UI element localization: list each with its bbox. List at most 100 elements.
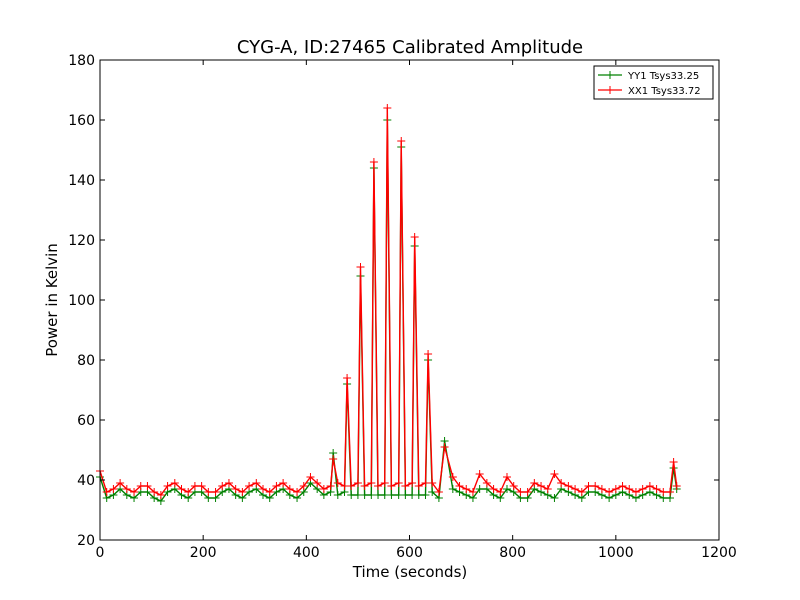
data-point (468, 488, 477, 496)
y-tick-label: 140 (68, 173, 95, 189)
legend: YY1 Tsys33.25 XX1 Tsys33.72 (593, 65, 714, 100)
data-point (360, 491, 369, 499)
data-point (638, 485, 647, 493)
y-axis-label: Power in Kelvin (43, 243, 61, 357)
data-point (543, 485, 552, 493)
y-tick-label: 120 (68, 233, 95, 249)
x-tick-label: 1200 (701, 545, 737, 561)
data-point (374, 491, 383, 499)
data-point (360, 482, 369, 490)
data-point (618, 482, 627, 490)
data-point (408, 491, 417, 499)
data-point (383, 104, 392, 112)
data-point (163, 482, 172, 490)
data-point (285, 485, 294, 493)
data-point (265, 488, 274, 496)
data-point (150, 488, 159, 496)
data-point (369, 158, 378, 166)
legend-marker (606, 86, 614, 94)
data-point (190, 482, 199, 490)
data-point (397, 137, 406, 145)
data-point (184, 488, 193, 496)
data-point (353, 479, 362, 487)
data-point (252, 479, 261, 487)
data-point (408, 479, 417, 487)
x-tick-label: 600 (396, 545, 423, 561)
data-point (122, 485, 131, 493)
data-point (414, 482, 423, 490)
data-point (116, 479, 125, 487)
data-point (306, 473, 315, 481)
data-point (102, 488, 111, 496)
legend-marker (606, 71, 614, 79)
y-tick-label: 40 (77, 473, 95, 489)
data-point (482, 479, 491, 487)
data-point (631, 488, 640, 496)
data-point (130, 488, 139, 496)
data-point (448, 485, 457, 493)
data-point (672, 482, 681, 490)
data-point (347, 482, 356, 490)
data-point (367, 479, 376, 487)
plot-area: 0 200 400 600 800 1000 1200 20 40 60 80 100 120 140 1… (68, 53, 737, 561)
data-point (597, 485, 606, 493)
y-tick-label: 180 (68, 53, 95, 69)
data-point (356, 263, 365, 271)
data-point (577, 488, 586, 496)
data-point (394, 491, 403, 499)
data-point (333, 491, 342, 499)
data-point (665, 488, 674, 496)
data-point (509, 482, 518, 490)
data-point (652, 485, 661, 493)
chart-title: CYG-A, ID:27465 Calibrated Amplitude (237, 37, 583, 58)
data-point (410, 233, 419, 241)
data-point (343, 374, 352, 382)
legend-label: YY1 Tsys33.25 (627, 71, 699, 82)
data-point (564, 482, 573, 490)
y-tick-label: 60 (77, 413, 95, 429)
data-point (387, 491, 396, 499)
x-axis: 0 200 400 600 800 1000 1200 (96, 60, 737, 561)
data-point (550, 470, 559, 478)
data-point (272, 482, 281, 490)
data-point (353, 491, 362, 499)
data-point (557, 479, 566, 487)
data-point (475, 485, 484, 493)
data-point (367, 491, 376, 499)
data-point (424, 350, 433, 358)
data-point (197, 482, 206, 490)
data-point (374, 482, 383, 490)
data-point (218, 482, 227, 490)
data-point (645, 482, 654, 490)
data-point (319, 485, 328, 493)
data-point (516, 488, 525, 496)
data-point (340, 482, 349, 490)
data-point (625, 485, 634, 493)
data-point (502, 473, 511, 481)
data-point (380, 479, 389, 487)
data-point (584, 482, 593, 490)
data-point (279, 479, 288, 487)
data-point (259, 485, 268, 493)
data-point (211, 488, 220, 496)
data-point (394, 479, 403, 487)
data-point (293, 488, 302, 496)
data-point (530, 479, 539, 487)
data-point (428, 479, 437, 487)
x-tick-label: 1000 (598, 545, 634, 561)
y-tick-label: 100 (68, 293, 95, 309)
x-tick-label: 400 (293, 545, 320, 561)
data-point (489, 485, 498, 493)
data-point (109, 485, 118, 493)
y-axis: 20 40 60 80 100 120 140 160 180 (68, 53, 719, 549)
data-point (380, 491, 389, 499)
data-point (204, 488, 213, 496)
series-0 (96, 116, 681, 505)
data-point (462, 485, 471, 493)
series-layer (96, 104, 681, 505)
data-point (611, 485, 620, 493)
x-tick-label: 800 (499, 545, 526, 561)
y-tick-label: 20 (77, 533, 95, 549)
data-point (669, 458, 678, 466)
